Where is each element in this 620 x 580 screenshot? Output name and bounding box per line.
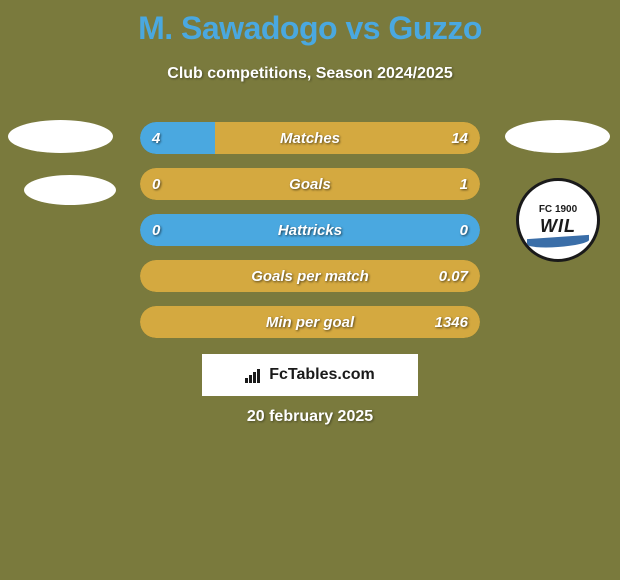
attribution: FcTables.com — [202, 354, 418, 396]
club-badge-right: FC 1900 WIL — [516, 178, 600, 262]
page-title: M. Sawadogo vs Guzzo — [0, 0, 620, 47]
date: 20 february 2025 — [0, 408, 620, 426]
attribution-text: FcTables.com — [269, 366, 375, 384]
subtitle: Club competitions, Season 2024/2025 — [0, 65, 620, 83]
stat-row: Min per goal1346 — [140, 306, 480, 338]
stat-label: Goals — [140, 168, 480, 200]
stat-row: 4Matches14 — [140, 122, 480, 154]
chart-icon — [245, 367, 263, 383]
club-badge-top: FC — [539, 204, 552, 215]
club-badge-name: WIL — [540, 217, 576, 235]
stat-row: 0Goals1 — [140, 168, 480, 200]
stat-label: Hattricks — [140, 214, 480, 246]
stat-value-right: 1346 — [435, 306, 468, 338]
player-left-placeholder-1 — [8, 120, 113, 153]
stat-row: Goals per match0.07 — [140, 260, 480, 292]
club-badge-swoosh — [527, 235, 589, 249]
stat-label: Matches — [140, 122, 480, 154]
stat-value-right: 0 — [460, 214, 468, 246]
stat-label: Goals per match — [140, 260, 480, 292]
stat-value-right: 14 — [451, 122, 468, 154]
stat-value-right: 1 — [460, 168, 468, 200]
player-right-placeholder — [505, 120, 610, 153]
stat-row: 0Hattricks0 — [140, 214, 480, 246]
stats-container: 4Matches140Goals10Hattricks0Goals per ma… — [140, 122, 480, 352]
stat-value-right: 0.07 — [439, 260, 468, 292]
club-badge-year: 1900 — [555, 204, 577, 215]
player-left-placeholder-2 — [24, 175, 116, 205]
stat-label: Min per goal — [140, 306, 480, 338]
